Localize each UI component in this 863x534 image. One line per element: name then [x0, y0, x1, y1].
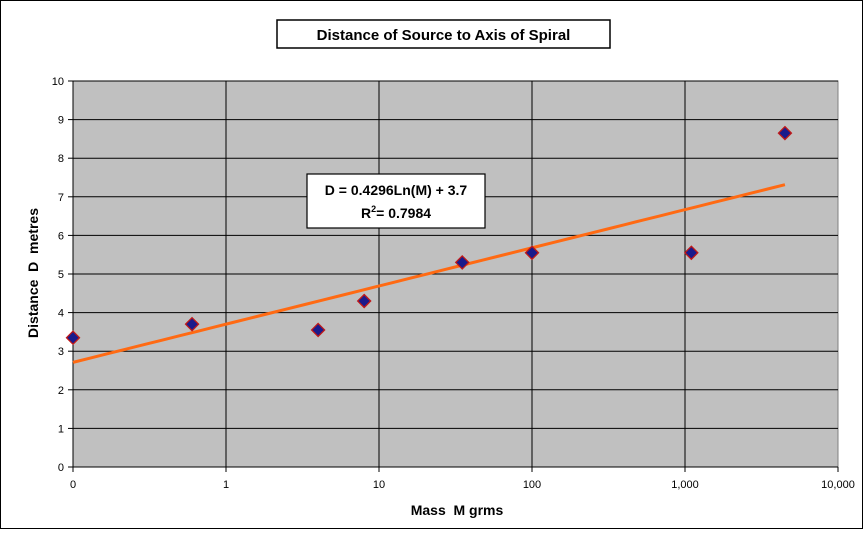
y-tick-label: 8: [58, 153, 64, 165]
x-tick-label: 10,000: [821, 479, 855, 491]
data-point: [184, 316, 200, 332]
y-tick-label: 3: [58, 346, 64, 358]
trendline-r2: R2= 0.7984: [361, 204, 431, 221]
y-tick-label: 0: [58, 462, 64, 474]
data-point: [65, 330, 81, 346]
y-tick-label: 9: [58, 115, 64, 127]
trendline-equation: D = 0.4296Ln(M) + 3.7: [325, 182, 468, 198]
data-point: [524, 245, 540, 261]
x-tick-label: 10: [373, 479, 385, 491]
y-tick-label: 6: [58, 230, 64, 242]
gridlines: [73, 80, 838, 467]
y-tick-label: 1: [58, 423, 64, 435]
y-tick-label: 10: [52, 76, 64, 88]
data-point: [356, 293, 372, 309]
x-tick-label: 0: [70, 479, 76, 491]
trendline-r2-value: = 0.7984: [376, 205, 431, 221]
data-point: [454, 255, 470, 270]
y-tick-label: 7: [58, 192, 64, 204]
data-point: [777, 125, 793, 141]
y-axis-title: Distance D metres: [25, 208, 41, 338]
x-tick-label: 1: [223, 479, 229, 491]
trendline: [72, 183, 786, 364]
y-tick-label: 4: [58, 308, 64, 320]
x-tick-label: 1,000: [671, 479, 699, 491]
trendline-equation-box: [306, 173, 486, 229]
x-axis-title: Mass M grms: [411, 502, 504, 518]
trendline-layer: [72, 183, 786, 364]
chart-title-box: [276, 19, 611, 49]
y-tick-label: 2: [58, 385, 64, 397]
x-tick-label: 100: [523, 479, 541, 491]
chart-title: Distance of Source to Axis of Spiral: [317, 27, 571, 44]
data-point: [310, 322, 326, 338]
data-point: [683, 245, 699, 261]
y-tick-label: 5: [58, 269, 64, 281]
data-points: [65, 125, 793, 346]
